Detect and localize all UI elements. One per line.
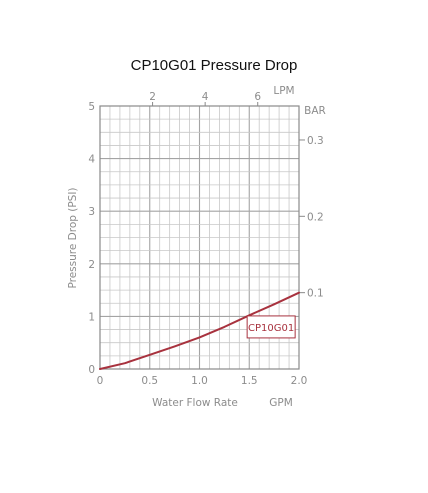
series-line-cp10g01: [99, 291, 300, 370]
axis-ticks: 0 0.5 1.0 1.5 2.0 0 1 2 3 4 5 2 4 6 0.1 0.2 0.3: [88, 91, 323, 387]
top-tick-label: 4: [202, 91, 209, 103]
plot-frame: [99, 105, 300, 370]
y-tick-label: 4: [88, 154, 95, 166]
series-layer: [99, 291, 300, 370]
right-axis-unit-label: BAR: [304, 105, 326, 117]
y-tick-label: 0: [88, 364, 95, 376]
x-tick-label: 1.0: [191, 375, 208, 387]
top-tick-label: 6: [254, 91, 261, 103]
y-tick-label: 3: [88, 206, 95, 218]
annotation-label: CP10G01: [248, 323, 294, 334]
chart-title: CP10G01 Pressure Drop: [130, 57, 298, 74]
plot-border: [99, 105, 300, 370]
x-tick-label: 2.0: [291, 375, 308, 387]
x-tick-label: 0: [97, 375, 104, 387]
right-tick-label: 0.1: [307, 288, 324, 300]
x-tick-label: 1.5: [241, 375, 258, 387]
annotation-box: [246, 315, 296, 339]
x-axis-unit-label: GPM: [269, 397, 293, 409]
right-tick-label: 0.2: [307, 211, 324, 223]
x-tick-label: 0.5: [141, 375, 158, 387]
top-tick-label: 2: [149, 91, 156, 103]
y-tick-label: 5: [88, 101, 95, 113]
y-tick-label: 2: [88, 259, 95, 271]
right-tick-label: 0.3: [307, 135, 324, 147]
x-axis-label: Water Flow Rate: [152, 397, 238, 409]
y-tick-label: 1: [88, 311, 95, 323]
top-axis-unit-label: LPM: [273, 85, 294, 97]
annotation-layer: CP10G01: [246, 315, 296, 339]
y-axis-label: Pressure Drop (PSI): [67, 187, 79, 288]
